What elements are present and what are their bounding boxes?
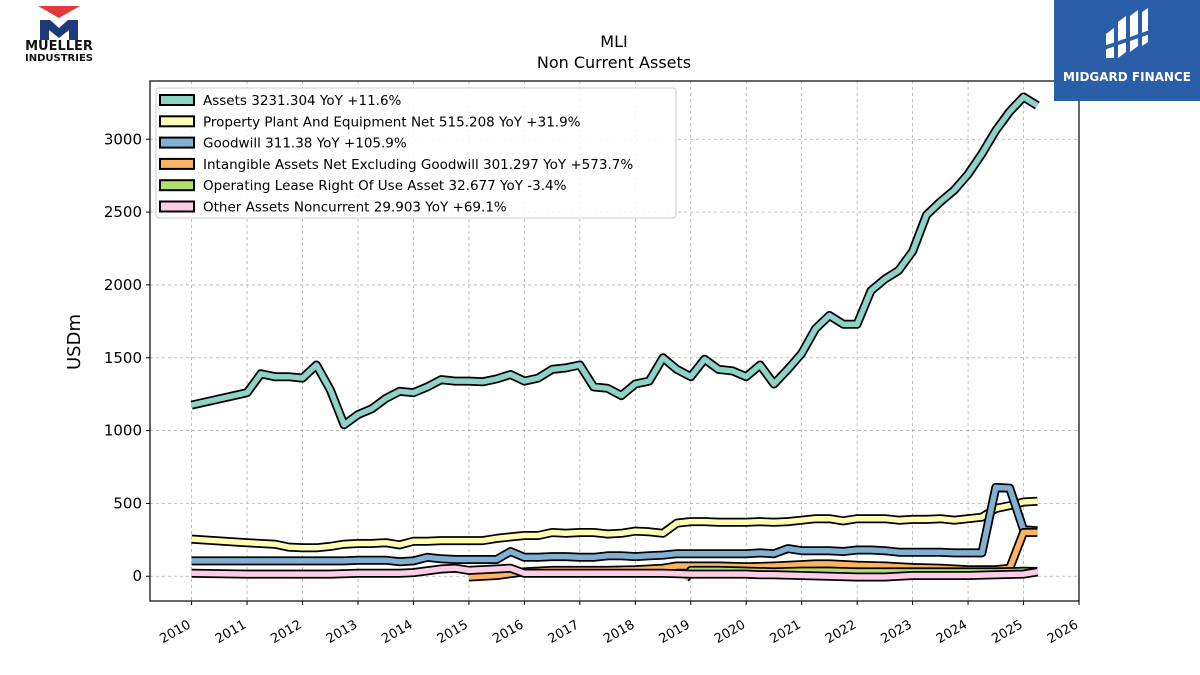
legend-label: Property Plant And Equipment Net 515.208… xyxy=(203,114,581,130)
logo-text-line2: INDUSTRIES xyxy=(25,53,93,64)
legend-item: Assets 3231.304 YoY +11.6% xyxy=(159,93,402,109)
midgard-logo-icon xyxy=(1104,8,1150,58)
series-line xyxy=(191,94,1039,428)
y-tick-label: 0 xyxy=(132,567,142,585)
legend-label: Goodwill 311.38 YoY +105.9% xyxy=(203,136,407,152)
legend-item: Property Plant And Equipment Net 515.208… xyxy=(159,114,581,130)
x-tick-label: 2020 xyxy=(712,617,748,647)
legend-swatch xyxy=(159,179,195,192)
y-tick-label: 500 xyxy=(113,494,142,512)
x-tick-label: 2025 xyxy=(989,617,1025,647)
brand-text: MIDGARD FINANCE xyxy=(1063,70,1191,84)
series-line xyxy=(191,484,1038,565)
x-tick-label: 2014 xyxy=(379,617,415,647)
x-tick-label: 2013 xyxy=(324,617,360,647)
legend-swatch xyxy=(159,115,195,128)
y-tick-label: 1500 xyxy=(104,349,142,367)
series-line xyxy=(191,565,1038,580)
y-tick-label: 2000 xyxy=(104,276,142,294)
x-tick-label: 2011 xyxy=(213,617,249,647)
legend-item: Goodwill 311.38 YoY +105.9% xyxy=(159,136,407,152)
legend-swatch xyxy=(159,157,195,170)
logo-text-line1: MUELLER xyxy=(25,39,93,54)
series-other-assets-noncurrent xyxy=(191,563,1039,582)
chart-title: MLI xyxy=(600,32,627,51)
legend-item: Other Assets Noncurrent 29.903 YoY +69.1… xyxy=(159,200,507,216)
x-tick-label: 2019 xyxy=(657,617,693,647)
x-tick-label: 2021 xyxy=(768,617,804,647)
plot-frame xyxy=(149,80,1080,602)
legend-box xyxy=(155,87,677,219)
legend-label: Other Assets Noncurrent 29.903 YoY +69.1… xyxy=(203,200,507,216)
mueller-logo: MUELLER INDUSTRIES xyxy=(18,6,100,68)
x-tick-label: 2018 xyxy=(601,617,637,647)
x-tick-label: 2010 xyxy=(157,617,193,647)
x-tick-label: 2016 xyxy=(490,617,526,647)
x-tick-label: 2017 xyxy=(546,617,582,647)
y-axis-label: USDm xyxy=(64,314,85,370)
legend-item: Intangible Assets Net Excluding Goodwill… xyxy=(159,157,633,173)
legend: Assets 3231.304 YoY +11.6% Property Plant… xyxy=(155,87,677,219)
series-property-plant-and-equipment-net xyxy=(191,496,1038,553)
mueller-logo-icon xyxy=(38,6,80,40)
series-outline xyxy=(191,496,1038,553)
legend-swatch xyxy=(159,94,195,106)
series-line xyxy=(191,498,1038,551)
y-tick-label: 1000 xyxy=(104,422,142,440)
series-goodwill xyxy=(191,482,1038,567)
legend-swatch xyxy=(159,200,195,213)
x-tick-label: 2022 xyxy=(823,617,859,647)
series-lines xyxy=(190,92,1040,582)
x-tick-label: 2024 xyxy=(934,617,970,647)
legend-label: Intangible Assets Net Excluding Goodwill… xyxy=(203,157,633,173)
chart-subtitle: Non Current Assets xyxy=(537,53,691,72)
x-tick-label: 2012 xyxy=(268,617,304,647)
x-tick-label: 2015 xyxy=(435,617,471,647)
legend-label: Operating Lease Right Of Use Asset 32.67… xyxy=(203,178,567,194)
legend-swatch xyxy=(159,136,195,149)
legend-item: Operating Lease Right Of Use Asset 32.67… xyxy=(159,178,567,194)
series-assets xyxy=(190,92,1040,430)
midgard-finance-logo: MIDGARD FINANCE xyxy=(1054,0,1200,101)
y-tick-label: 2500 xyxy=(104,203,142,221)
y-tick-label: 3000 xyxy=(104,130,142,148)
x-tick-label: 2023 xyxy=(878,617,914,647)
x-tick-label: 2026 xyxy=(1045,617,1081,647)
legend-label: Assets 3231.304 YoY +11.6% xyxy=(203,93,402,109)
